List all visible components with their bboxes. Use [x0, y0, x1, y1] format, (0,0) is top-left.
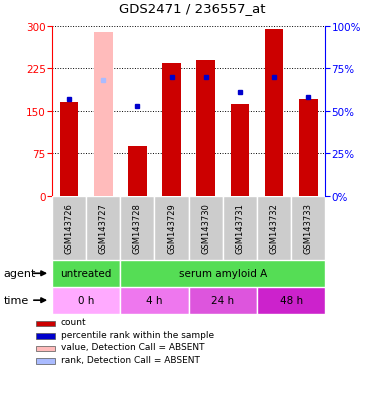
Bar: [52, 287, 120, 314]
Bar: [196, 61, 215, 196]
Bar: [231, 105, 249, 196]
Text: 4 h: 4 h: [146, 295, 163, 306]
Bar: [223, 196, 257, 260]
Bar: [264, 30, 283, 196]
Bar: [60, 103, 79, 196]
Text: GSM143731: GSM143731: [235, 203, 244, 254]
Bar: [36, 334, 55, 339]
Bar: [94, 33, 113, 196]
Bar: [154, 196, 189, 260]
Text: percentile rank within the sample: percentile rank within the sample: [61, 330, 214, 339]
Bar: [120, 260, 325, 287]
Text: GSM143729: GSM143729: [167, 203, 176, 254]
Bar: [291, 196, 325, 260]
Bar: [36, 358, 55, 364]
Bar: [86, 196, 120, 260]
Text: GSM143726: GSM143726: [65, 203, 74, 254]
Text: serum amyloid A: serum amyloid A: [179, 268, 267, 279]
Bar: [257, 196, 291, 260]
Text: 24 h: 24 h: [211, 295, 234, 306]
Text: value, Detection Call = ABSENT: value, Detection Call = ABSENT: [61, 342, 204, 351]
Text: GSM143728: GSM143728: [133, 203, 142, 254]
Text: 48 h: 48 h: [280, 295, 303, 306]
Text: agent: agent: [4, 268, 36, 279]
Bar: [128, 147, 147, 196]
Bar: [120, 196, 154, 260]
Bar: [52, 196, 86, 260]
Text: rank, Detection Call = ABSENT: rank, Detection Call = ABSENT: [61, 355, 200, 364]
Text: GSM143730: GSM143730: [201, 203, 210, 254]
Text: untreated: untreated: [60, 268, 112, 279]
Text: count: count: [61, 318, 86, 327]
Bar: [36, 346, 55, 351]
Bar: [36, 321, 55, 327]
Bar: [162, 64, 181, 196]
Text: time: time: [4, 295, 29, 306]
Text: GSM143727: GSM143727: [99, 203, 108, 254]
Text: GSM143733: GSM143733: [304, 203, 313, 254]
Bar: [299, 100, 318, 196]
Bar: [189, 196, 223, 260]
Bar: [189, 287, 257, 314]
Bar: [257, 287, 325, 314]
Bar: [120, 287, 189, 314]
Bar: [52, 260, 120, 287]
Text: GDS2471 / 236557_at: GDS2471 / 236557_at: [119, 2, 266, 15]
Text: GSM143732: GSM143732: [270, 203, 279, 254]
Text: 0 h: 0 h: [78, 295, 94, 306]
